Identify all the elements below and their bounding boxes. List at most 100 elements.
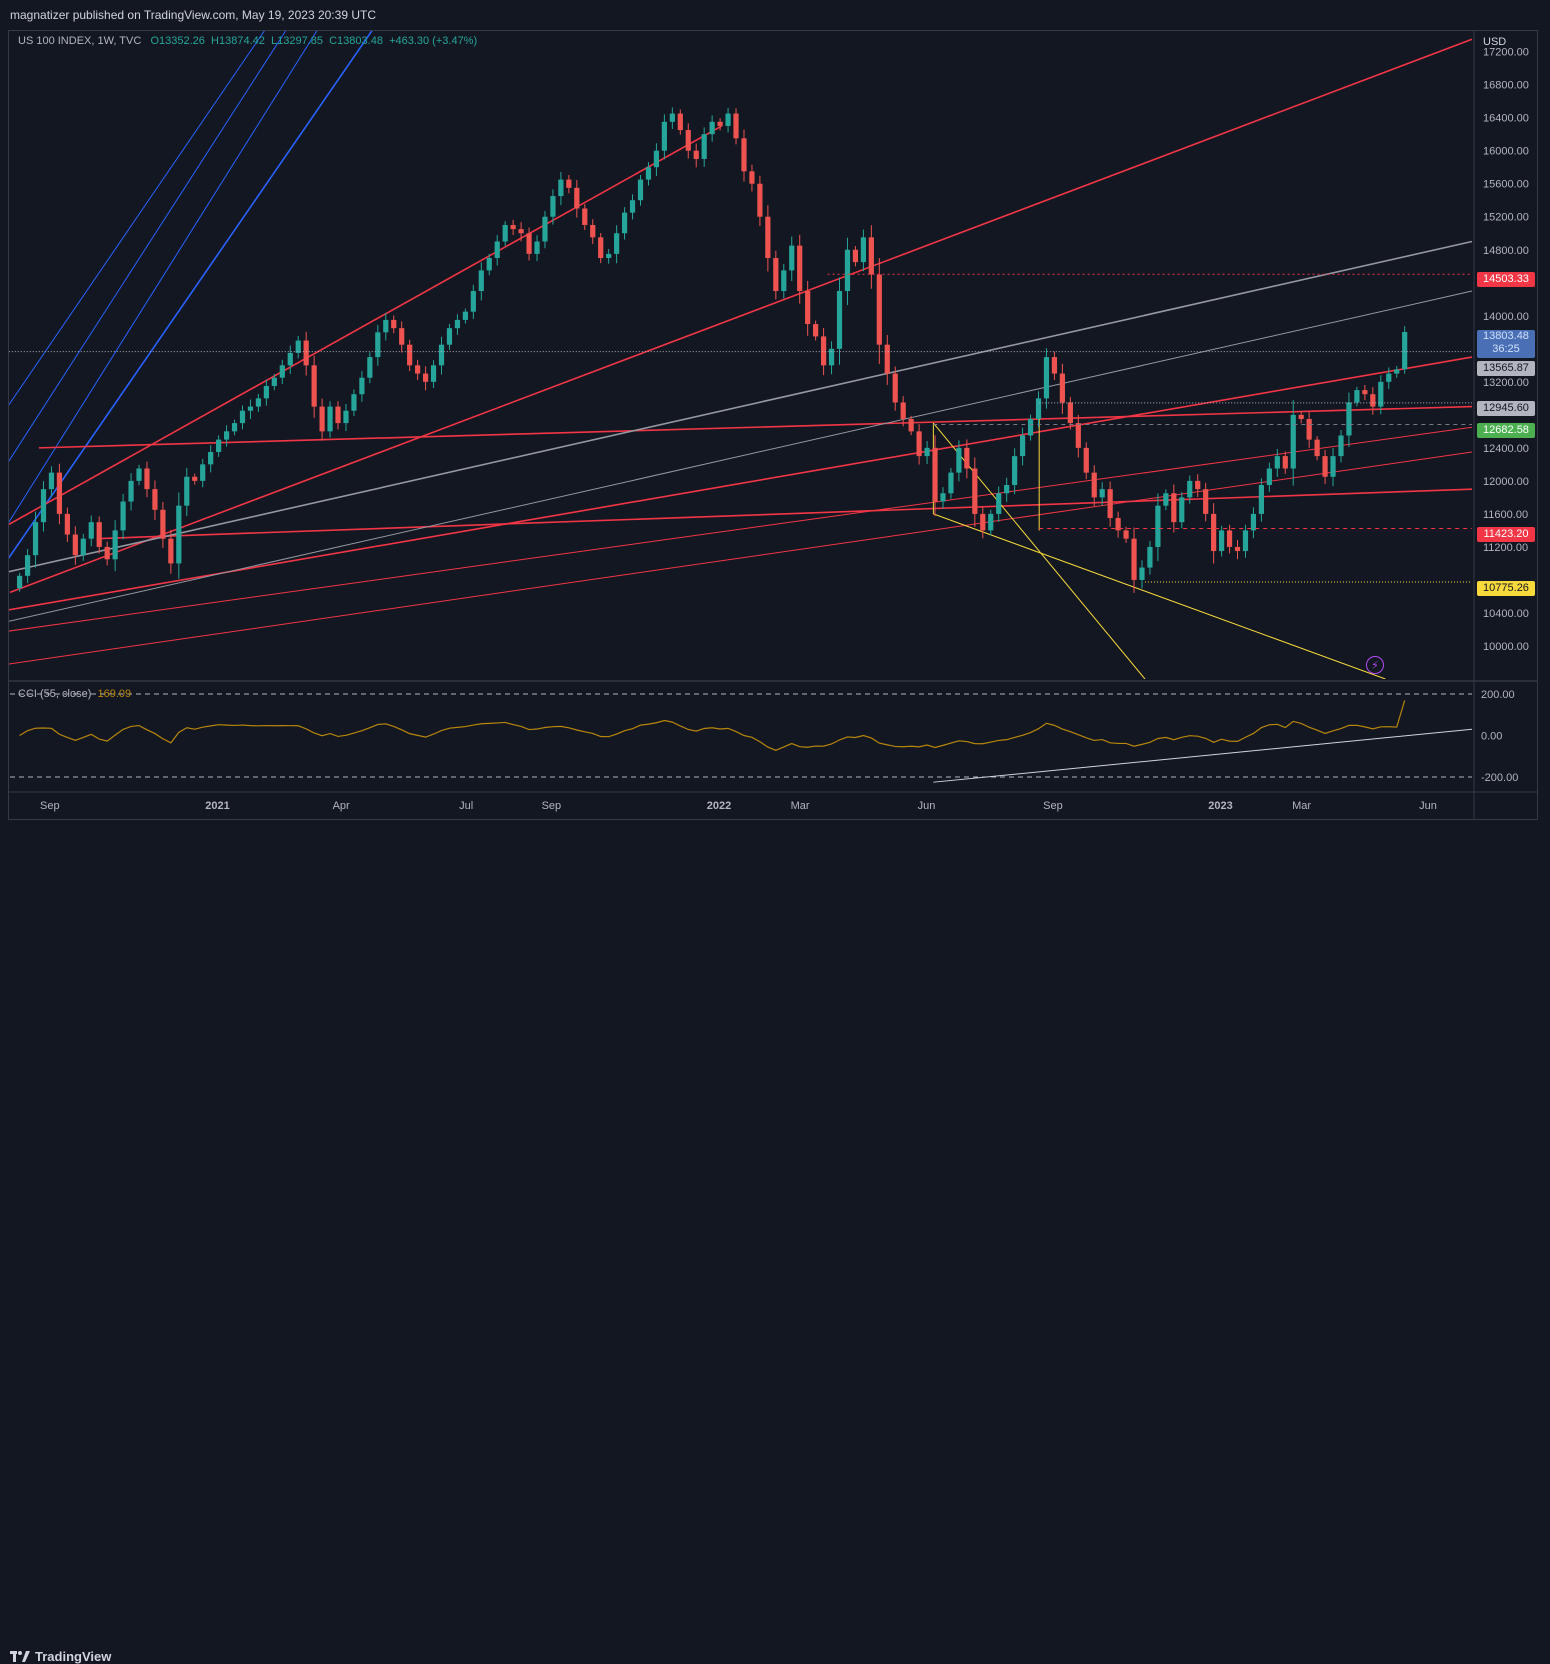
time-tick-label: Jun xyxy=(918,800,936,812)
candle-body xyxy=(526,233,532,254)
cci-axis[interactable]: 200.00 0.00 -200.00 xyxy=(1481,689,1518,784)
candle-body xyxy=(1218,530,1225,552)
blue-fan-line xyxy=(9,31,287,462)
red-horizontal-trend xyxy=(38,405,1473,449)
cci-tick-label: 200.00 xyxy=(1481,689,1515,701)
chart-legend[interactable]: US 100 INDEX, 1W, TVC O13352.26 H13874.4… xyxy=(18,35,477,47)
candle-body xyxy=(208,451,214,465)
candle-body xyxy=(844,249,851,292)
chart-canvas[interactable]: 17200.00 16800.00 16400.00 16000.00 15600.00… xyxy=(0,0,1550,855)
candle-body xyxy=(64,513,70,535)
candle-body xyxy=(478,270,484,292)
horizontal-levels[interactable] xyxy=(0,273,1472,583)
candle-body xyxy=(176,505,182,564)
candle-body xyxy=(1155,505,1161,547)
candle-body xyxy=(797,245,803,292)
price-tick-label: 17200.00 xyxy=(1483,47,1529,59)
candle-body xyxy=(279,365,285,378)
currency-label: USD xyxy=(1483,36,1507,48)
red-horizontal-trend xyxy=(96,488,1473,540)
candle-body xyxy=(574,187,580,209)
candle-body xyxy=(391,319,397,329)
yellow-fan-line xyxy=(933,513,1386,679)
trendline-drawings[interactable] xyxy=(0,0,1473,679)
time-tick-label: Mar xyxy=(791,800,810,812)
candlestick-series[interactable] xyxy=(17,107,1408,593)
candle-body xyxy=(836,291,843,349)
candle-body xyxy=(486,258,492,271)
red-thin-line xyxy=(9,426,1473,632)
candle-body xyxy=(1314,439,1320,457)
candle-body xyxy=(948,472,954,494)
symbol-label: US 100 INDEX, 1W, TVC xyxy=(18,35,142,47)
candle-body xyxy=(1043,357,1050,399)
change-value: +463.30 (+3.47%) xyxy=(389,35,478,47)
candle-body xyxy=(1027,418,1034,436)
candle-body xyxy=(996,493,1002,514)
time-tick-label: Sep xyxy=(542,800,562,812)
price-tick-label: 10400.00 xyxy=(1483,608,1529,620)
candle-body xyxy=(160,509,166,539)
candle-body xyxy=(32,522,39,556)
candle-body xyxy=(1234,546,1241,552)
candle-body xyxy=(144,468,150,490)
red-channel-line xyxy=(9,38,1473,594)
candle-body xyxy=(645,167,652,180)
candle-body xyxy=(964,447,970,469)
candle-body xyxy=(598,237,604,259)
candle-body xyxy=(1242,530,1249,552)
price-tag-12945: 12945.60 xyxy=(1477,401,1535,416)
candle-body xyxy=(430,365,437,382)
price-tag-13565: 13565.87 xyxy=(1477,361,1535,376)
candle-body xyxy=(295,340,301,353)
candle-body xyxy=(789,245,795,271)
candle-body xyxy=(303,340,309,366)
time-tick-label: Jul xyxy=(459,800,473,812)
tradingview-logo-icon xyxy=(10,1650,30,1662)
candle-body xyxy=(749,171,755,184)
close-value: C13803.48 xyxy=(329,35,383,47)
candle-body xyxy=(518,229,524,234)
candle-body xyxy=(327,406,333,432)
candle-body xyxy=(980,513,986,531)
price-tick-label: 11200.00 xyxy=(1483,542,1528,554)
candle-body xyxy=(693,150,699,159)
candle-body xyxy=(900,402,906,419)
candle-body xyxy=(1051,357,1058,374)
candle-body xyxy=(1362,390,1368,395)
chart-frame[interactable] xyxy=(8,30,1538,820)
candle-body xyxy=(359,377,365,395)
last-price-tag: 13803.48 36:25 xyxy=(1477,330,1535,358)
price-axis[interactable]: 17200.00 16800.00 16400.00 16000.00 15600.00… xyxy=(1483,47,1529,653)
candle-body xyxy=(637,179,644,201)
candle-body xyxy=(773,258,779,292)
time-tick-label: Jun xyxy=(1419,800,1437,812)
candle-body xyxy=(805,291,811,325)
cci-pane[interactable] xyxy=(10,693,1473,783)
candle-body xyxy=(136,468,142,481)
candle-body xyxy=(1179,497,1185,523)
candle-body xyxy=(1171,493,1177,523)
candle-body xyxy=(1250,513,1257,531)
candle-body xyxy=(614,233,620,254)
candle-body xyxy=(319,406,325,432)
price-tick-label: 12000.00 xyxy=(1483,476,1529,488)
price-tag-11423: 11423.20 xyxy=(1477,527,1535,542)
candle-body xyxy=(765,216,771,259)
cci-legend[interactable]: CCI (55, close) 169.09 xyxy=(18,688,131,700)
candle-body xyxy=(494,241,500,259)
candle-body xyxy=(231,423,238,432)
candle-body xyxy=(399,328,405,345)
candle-body xyxy=(884,344,890,374)
candle-body xyxy=(828,348,835,366)
candle-body xyxy=(17,575,23,589)
lightning-icon[interactable]: ⚡ xyxy=(1366,656,1384,674)
candle-body xyxy=(184,476,190,506)
red-thin-line xyxy=(9,451,1473,665)
candle-body xyxy=(367,357,373,378)
candle-body xyxy=(629,200,636,213)
tradingview-logo[interactable]: TradingView xyxy=(10,1649,111,1664)
candle-body xyxy=(621,212,628,234)
candle-body xyxy=(80,538,86,556)
time-axis[interactable]: Sep 2021 Apr Jul Sep 2022 Mar Jun Sep 2023 Mar Jun xyxy=(40,800,1437,812)
